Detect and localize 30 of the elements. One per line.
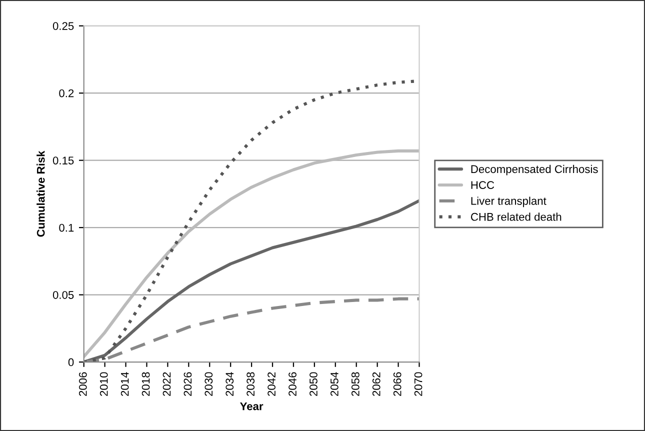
x-tick-label: 2058 — [351, 372, 360, 396]
x-tick-label: 2010 — [100, 372, 108, 396]
line-series — [84, 149, 420, 358]
x-tick-label: 2070 — [414, 372, 422, 396]
legend-label: HCC — [471, 181, 494, 189]
x-tick-label: 2054 — [330, 372, 338, 396]
y-tick-label: 0.25 — [52, 22, 74, 30]
x-tick-label: 2034 — [226, 372, 234, 396]
legend-label: Liver transplant — [471, 196, 546, 208]
x-tick-label: 2006 — [78, 372, 87, 396]
x-tick-label: 2038 — [246, 372, 255, 396]
x-tick-label: 2062 — [372, 372, 380, 396]
x-tick-label: 2030 — [204, 372, 213, 396]
x-axis-title: Year — [240, 402, 264, 410]
y-tick-label: 0.15 — [52, 156, 74, 164]
y-axis-title: Cumulative Risk — [36, 150, 45, 237]
x-tick-label: 2014 — [120, 372, 129, 396]
x-tick-label: 2026 — [184, 372, 192, 396]
x-tick-label: 2050 — [310, 372, 318, 396]
y-tick-label: 0 — [68, 358, 74, 366]
x-tick-label: 2018 — [142, 372, 150, 396]
x-tick-label: 2022 — [162, 372, 171, 396]
y-tick-label: 0.1 — [59, 224, 74, 232]
x-tick-label: 2066 — [393, 372, 402, 396]
y-tick-label: 0.05 — [52, 291, 74, 299]
y-tick-label: 0.2 — [59, 89, 74, 98]
legend-label: Decompensated Cirrhosis — [471, 164, 598, 176]
legend-label: CHB related death — [470, 212, 562, 221]
x-tick-label: 2046 — [288, 372, 296, 396]
x-tick-label: 2042 — [268, 372, 276, 396]
